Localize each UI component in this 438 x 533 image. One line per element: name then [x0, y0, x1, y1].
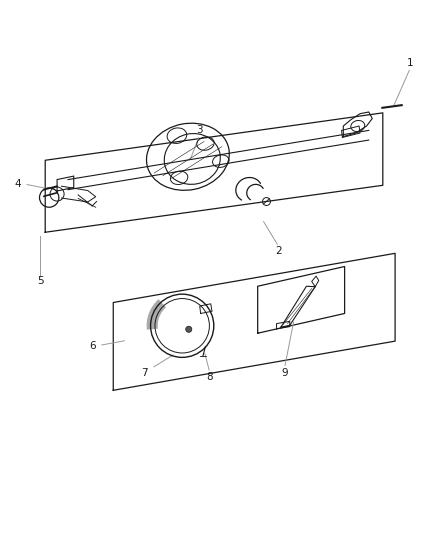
- Text: 2: 2: [275, 246, 282, 256]
- Text: 8: 8: [206, 372, 213, 382]
- Text: 7: 7: [141, 368, 148, 378]
- Circle shape: [185, 326, 191, 333]
- Text: 9: 9: [280, 368, 287, 378]
- Text: 6: 6: [88, 341, 95, 351]
- Text: 3: 3: [196, 125, 203, 135]
- Text: 4: 4: [14, 179, 21, 189]
- Text: 5: 5: [37, 276, 44, 286]
- Text: 1: 1: [406, 58, 413, 68]
